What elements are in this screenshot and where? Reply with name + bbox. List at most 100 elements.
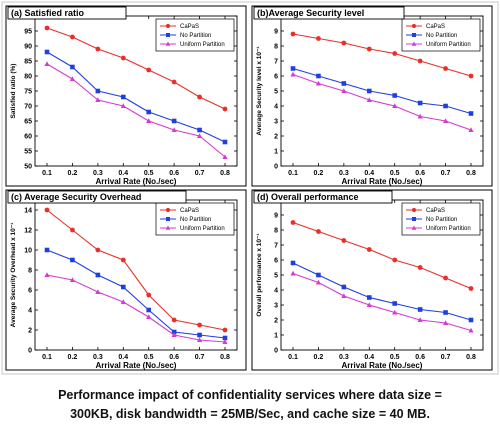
series-line-2	[46, 51, 226, 143]
data-point	[417, 113, 423, 119]
y-tick-label: 5	[274, 89, 278, 96]
chart-title-box	[253, 190, 393, 204]
data-point	[392, 257, 398, 263]
data-point	[366, 97, 372, 102]
y-tick-label: 60	[24, 134, 32, 141]
x-tick-label: 0.6	[169, 170, 179, 177]
y-tick-label: 6	[274, 74, 278, 81]
data-point	[316, 272, 321, 278]
data-point	[417, 317, 423, 322]
x-tick-label: 0.1	[288, 354, 298, 361]
x-tick-label: 0.4	[364, 354, 374, 361]
data-point	[442, 320, 449, 325]
y-tick-label: 0	[274, 348, 278, 355]
data-point	[290, 220, 296, 225]
data-point	[120, 299, 126, 304]
data-point	[197, 322, 202, 328]
y-tick-label: 3	[274, 119, 278, 126]
x-tick-label: 0.1	[288, 170, 298, 177]
x-tick-label: 0.3	[93, 354, 103, 361]
data-point	[196, 133, 203, 138]
y-tick-label: 4	[274, 288, 278, 295]
data-point	[69, 277, 76, 282]
y-tick-label: 0	[28, 348, 32, 355]
data-point	[171, 317, 177, 323]
legend-marker	[411, 41, 417, 46]
legend-marker	[165, 225, 171, 230]
y-tick-label: 90	[24, 44, 32, 51]
data-point	[222, 154, 228, 159]
legend-marker	[166, 217, 170, 221]
data-point	[120, 103, 126, 108]
data-point	[120, 94, 126, 100]
data-point	[197, 332, 202, 338]
data-point	[290, 71, 296, 77]
y-tick-label: 9	[274, 29, 278, 36]
chart-title: (c) Average Security Overhead	[11, 192, 141, 202]
data-point	[366, 46, 372, 52]
data-point	[392, 309, 398, 315]
figure-caption: Performance impact of confidentiality se…	[0, 386, 500, 424]
y-tick-label: 3	[274, 303, 278, 310]
y-tick-label: 7	[274, 59, 278, 66]
legend-marker	[411, 23, 417, 29]
y-axis-label: Satisfied ratio (%)	[10, 64, 17, 119]
data-point	[146, 118, 152, 123]
data-point	[171, 118, 177, 124]
x-tick-label: 0.3	[339, 354, 349, 361]
y-axis-label: Average Security Overhead x 10⁻¹	[10, 223, 17, 328]
legend-label: No Partition	[426, 217, 457, 223]
data-point	[316, 73, 321, 79]
data-point	[171, 79, 177, 85]
data-point	[443, 66, 448, 71]
legend-marker	[412, 217, 416, 221]
legend-marker	[165, 41, 171, 46]
chart-title-box	[7, 6, 127, 20]
data-point	[95, 97, 101, 102]
data-point	[120, 257, 126, 263]
x-tick-label: 0.7	[441, 354, 451, 361]
data-point	[290, 260, 296, 266]
series-line-1	[292, 33, 472, 77]
legend-marker	[411, 225, 417, 230]
x-axis-label: Arrival Rate (No./sec)	[96, 361, 177, 370]
legend-label: Uniform Partition	[426, 226, 471, 232]
data-point	[146, 307, 152, 313]
y-tick-label: 1	[274, 149, 278, 156]
y-tick-label: 6	[274, 258, 278, 265]
y-tick-label: 12	[24, 228, 32, 235]
data-point	[197, 127, 202, 133]
data-point	[95, 289, 101, 294]
y-tick-label: 7	[274, 243, 278, 250]
data-point	[417, 100, 423, 106]
data-point	[468, 317, 474, 323]
data-point	[417, 307, 423, 312]
y-tick-label: 10	[24, 248, 32, 255]
legend-label: Uniform Partition	[180, 42, 225, 48]
caption-line-2: 300KB, disk bandwidth = 25MB/Sec, and ca…	[70, 407, 430, 421]
data-point	[70, 257, 75, 263]
y-tick-label: 6	[28, 288, 32, 295]
legend-marker	[165, 207, 171, 213]
legend-marker	[166, 33, 170, 37]
legend-label: CaPaS	[180, 208, 199, 214]
x-tick-label: 0.1	[42, 170, 52, 177]
data-point	[316, 229, 321, 234]
series-line-3	[292, 73, 472, 131]
x-tick-label: 0.2	[68, 354, 78, 361]
y-tick-label: 2	[28, 328, 32, 335]
x-tick-label: 0.7	[195, 354, 205, 361]
data-point	[366, 302, 372, 307]
data-point	[120, 55, 126, 61]
data-point	[69, 76, 76, 81]
series-line-2	[46, 249, 226, 339]
data-point	[146, 292, 152, 298]
y-tick-label: 55	[24, 149, 32, 156]
data-point	[316, 36, 321, 41]
data-point	[290, 66, 296, 71]
data-point	[171, 329, 177, 335]
x-tick-label: 0.8	[466, 170, 476, 177]
y-tick-label: 4	[28, 308, 32, 315]
data-point	[315, 279, 322, 285]
data-point	[443, 310, 448, 315]
